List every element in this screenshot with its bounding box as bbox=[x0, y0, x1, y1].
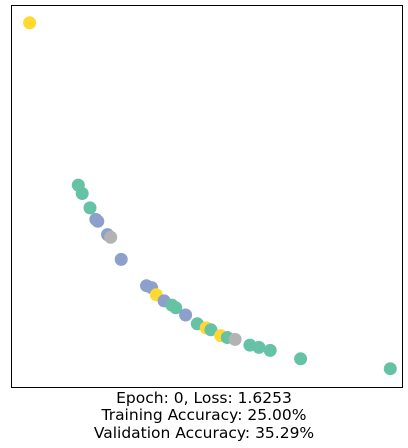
scatter-point-0 bbox=[23, 16, 37, 30]
scatter-point-5 bbox=[91, 214, 105, 228]
scatter-point-25 bbox=[294, 352, 308, 366]
scatter-point-8 bbox=[114, 252, 128, 266]
validation-accuracy-caption: Validation Accuracy: 35.29% bbox=[93, 424, 315, 442]
scatter-plot bbox=[11, 5, 403, 388]
scatter-point-23 bbox=[252, 340, 266, 354]
scatter-point-7 bbox=[104, 230, 118, 244]
scatter-point-3 bbox=[83, 201, 97, 215]
scatter-point-26 bbox=[383, 362, 397, 376]
data-points bbox=[23, 16, 397, 376]
epoch-loss-caption: Epoch: 0, Loss: 1.6253 bbox=[116, 389, 292, 407]
scatter-point-15 bbox=[179, 308, 193, 322]
scatter-point-18 bbox=[204, 323, 218, 337]
scatter-point-14 bbox=[169, 301, 183, 315]
scatter-point-24 bbox=[263, 343, 277, 357]
scatter-point-2 bbox=[75, 187, 89, 200]
scatter-point-21 bbox=[228, 332, 242, 346]
training-accuracy-caption: Training Accuracy: 25.00% bbox=[101, 406, 307, 424]
